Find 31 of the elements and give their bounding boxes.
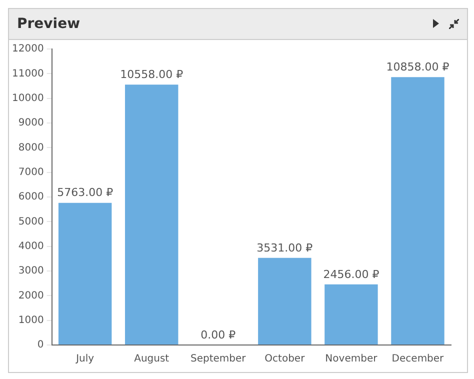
y-tick-label: 3000 [18, 266, 44, 277]
x-tick-label: August [134, 354, 170, 365]
y-tick-label: 8000 [18, 142, 44, 154]
bar [258, 258, 312, 344]
data-label: 10858.00 ₽ [386, 60, 450, 74]
data-label: 0.00 ₽ [200, 328, 236, 342]
y-tick-label: 4000 [18, 240, 44, 252]
y-tick-label: 11000 [12, 68, 44, 80]
x-tick-label: July [75, 354, 94, 365]
y-tick-label: 10000 [12, 92, 44, 104]
x-tick-label: September [190, 354, 247, 365]
y-tick-label: 2000 [18, 290, 44, 302]
x-tick-label: November [325, 354, 378, 365]
y-tick-label: 7000 [18, 166, 44, 178]
y-tick-label: 12000 [12, 44, 44, 55]
data-label: 3531.00 ₽ [256, 241, 313, 254]
y-tick-label: 0 [37, 340, 44, 351]
data-label: 10558.00 ₽ [120, 68, 184, 81]
x-tick-label: October [264, 354, 306, 365]
bar [324, 284, 378, 344]
bar [124, 84, 178, 344]
data-label: 5763.00 ₽ [57, 186, 114, 200]
y-tick-label: 6000 [18, 192, 44, 203]
y-tick-label: 1000 [18, 314, 44, 326]
x-tick-label: December [392, 354, 445, 365]
y-tick-label: 9000 [18, 118, 44, 129]
data-label: 2456.00 ₽ [323, 268, 380, 281]
bar [58, 202, 112, 344]
chart-title: Preview [17, 16, 80, 32]
bar [391, 77, 444, 344]
y-tick-label: 5000 [18, 216, 44, 228]
